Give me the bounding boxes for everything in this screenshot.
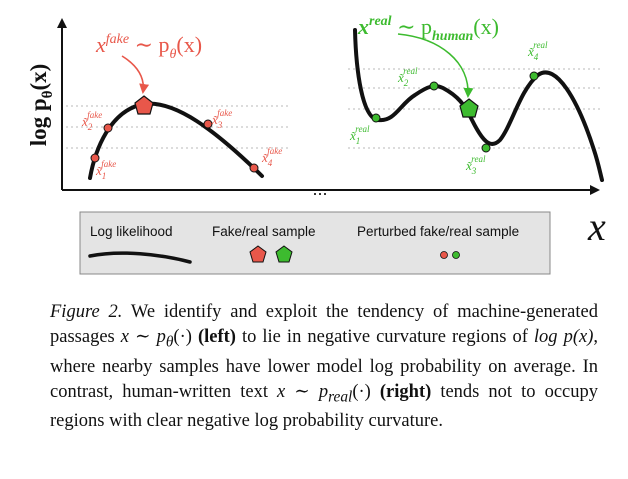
caption-text-3: , where nearby samples have lower model … — [50, 327, 598, 402]
fake-perturbed-point-3 — [203, 119, 213, 129]
real-perturbed-point-4 — [529, 71, 539, 81]
real-sample-pentagon — [459, 98, 479, 118]
caption-label: Figure 2. — [50, 302, 123, 322]
caption-left-bold: (left) — [197, 327, 236, 347]
y-axis-label: log pθ(x) — [26, 64, 56, 147]
x-axis-ellipsis: ... — [312, 179, 327, 199]
legend-perturbed-label: Perturbed fake/real sample — [357, 224, 519, 239]
left-guides — [66, 105, 290, 149]
left-panel-title: xfake ∼ pθ(x) — [95, 32, 202, 62]
caption-right-bold: (right) — [379, 381, 432, 402]
legend-real-dot — [452, 251, 460, 259]
legend-fake-pentagon — [249, 245, 267, 263]
caption-text-4: tends not to occupy regions with clear n… — [50, 381, 598, 432]
legend: Log likelihood Fake/real sample Perturbe… — [79, 211, 551, 275]
real-perturbed-point-1 — [371, 113, 381, 123]
right-title-arrow — [397, 33, 474, 98]
left-title-arrow — [121, 55, 150, 94]
figure-2: ... log pθ(x) x xfake ∼ pθ(x) xreal ∼ ph… — [26, 14, 606, 275]
fake-perturbed-point-1 — [90, 153, 100, 163]
figure-caption: Figure 2. We identify and exploit the te… — [50, 300, 598, 434]
legend-sample-label: Fake/real sample — [212, 224, 316, 239]
caption-math-1: x ∼ pθ(·) — [120, 327, 192, 351]
caption-math-3: x ∼ preal(·) — [277, 381, 371, 406]
legend-log-likelihood-label: Log likelihood — [90, 224, 173, 239]
real-perturbed-point-3 — [481, 143, 491, 153]
real-perturbed-label-2: x̃2real — [397, 66, 418, 88]
caption-text-2: to lie in negative curvature regions of — [235, 327, 534, 347]
fake-perturbed-point-4 — [249, 163, 259, 173]
real-perturbed-label-1: x̃1real — [349, 124, 370, 146]
right-log-likelihood-curve — [353, 28, 604, 182]
fake-perturbed-label-1: x̃1fake — [95, 159, 116, 181]
legend-curve-swatch — [88, 251, 192, 264]
legend-real-pentagon — [275, 245, 293, 263]
caption-math-2: log p(x) — [533, 327, 594, 347]
fake-perturbed-label-4: x̃4fake — [261, 146, 282, 168]
real-perturbed-point-2 — [429, 81, 439, 91]
real-perturbed-label-3: x̃3real — [465, 154, 486, 176]
fake-perturbed-point-2 — [103, 123, 113, 133]
legend-fake-dot — [440, 251, 448, 259]
x-axis-label: x — [587, 204, 606, 249]
real-perturbed-label-4: x̃4real — [527, 40, 548, 62]
fake-perturbed-label-2: x̃2fake — [81, 110, 102, 132]
caption-text-1: We identify and exploit the tendency of … — [50, 302, 598, 347]
fake-sample-pentagon — [134, 95, 154, 115]
fake-perturbed-label-3: x̃3fake — [211, 108, 232, 130]
right-panel-title: xreal ∼ phuman(x) — [357, 14, 499, 44]
